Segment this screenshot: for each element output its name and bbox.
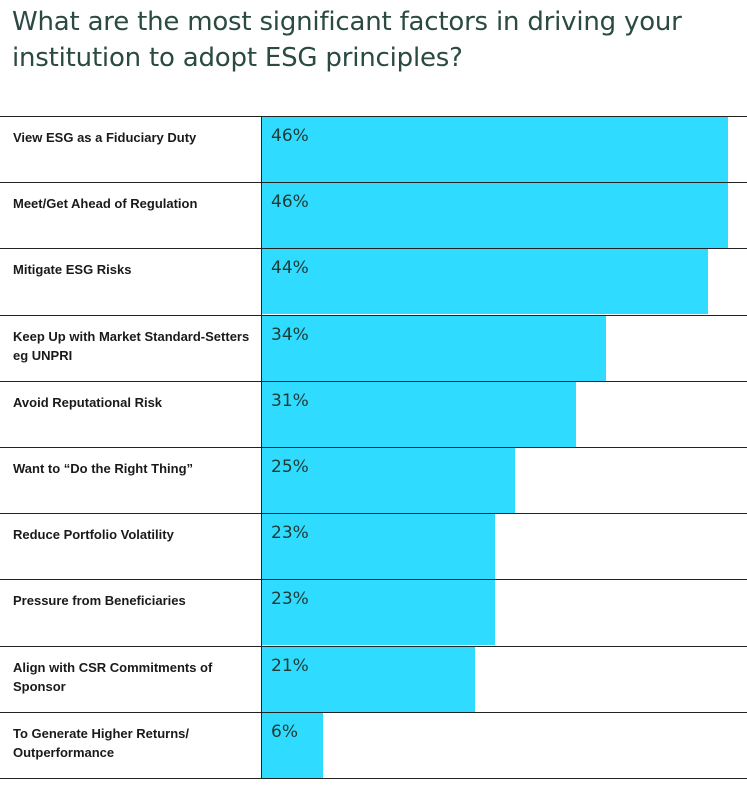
bar-row: Mitigate ESG Risks 44% <box>0 248 747 315</box>
category-label: View ESG as a Fiduciary Duty <box>13 130 197 145</box>
bar-row: Align with CSR Commitments of Sponsor 21% <box>0 645 747 712</box>
category-label: Mitigate ESG Risks <box>13 262 132 278</box>
value-label: 46% <box>271 192 309 213</box>
row-separator <box>0 116 747 117</box>
bar <box>262 117 728 182</box>
category-label: Keep Up with Market Standard-Setters eg … <box>13 328 250 363</box>
bar <box>262 646 475 712</box>
bar <box>262 381 577 447</box>
chart-title: What are the most significant factors in… <box>12 7 682 73</box>
value-label: 44% <box>271 258 309 279</box>
bar <box>262 315 607 381</box>
row-separator <box>0 579 747 581</box>
category-label: To Generate Higher Returns/ Outperforman… <box>13 725 190 760</box>
bar-row: Avoid Reputational Risk 31% <box>0 380 747 447</box>
bar-row: Reduce Portfolio Volatility 23% <box>0 513 747 580</box>
bar <box>262 580 495 646</box>
bar-row: To Generate Higher Returns/ Outperforman… <box>0 711 747 778</box>
value-label: 21% <box>271 655 309 676</box>
value-label: 23% <box>271 523 309 544</box>
bar-row: Keep Up with Market Standard-Setters eg … <box>0 314 747 381</box>
bar-chart: View ESG as a Fiduciary Duty 46% Meet/Get … <box>0 116 747 778</box>
bar <box>262 249 708 315</box>
bar <box>262 183 728 249</box>
category-label: Avoid Reputational Risk <box>13 394 163 410</box>
category-label: Reduce Portfolio Volatility <box>13 527 174 543</box>
bar <box>262 712 323 778</box>
chart-axis-line <box>261 116 262 778</box>
bar-row: View ESG as a Fiduciary Duty 46% <box>0 116 747 182</box>
row-separator <box>0 248 747 250</box>
value-label: 23% <box>271 589 309 610</box>
category-label: Align with CSR Commitments of Sponsor <box>13 659 213 694</box>
bar-row: Meet/Get Ahead of Regulation 46% <box>0 182 747 249</box>
value-label: 6% <box>271 721 298 742</box>
value-label: 34% <box>271 324 309 345</box>
bar <box>262 514 495 580</box>
chart-bottom-line <box>0 778 747 779</box>
bar-row: Want to “Do the Right Thing” 25% <box>0 447 747 513</box>
value-label: 31% <box>271 390 309 411</box>
value-label: 46% <box>271 126 309 146</box>
row-separator <box>0 182 747 184</box>
category-label: Want to “Do the Right Thing” <box>13 461 194 476</box>
row-separator <box>0 645 747 647</box>
row-separator <box>0 513 747 515</box>
category-label: Meet/Get Ahead of Regulation <box>13 196 198 212</box>
row-separator <box>0 314 747 316</box>
category-label: Pressure from Beneficiaries <box>13 593 186 609</box>
bar-row: Pressure from Beneficiaries 23% <box>0 579 747 646</box>
value-label: 25% <box>271 457 309 477</box>
bar <box>262 448 516 513</box>
row-separator <box>0 711 747 713</box>
row-separator <box>0 447 747 448</box>
row-separator <box>0 380 747 382</box>
